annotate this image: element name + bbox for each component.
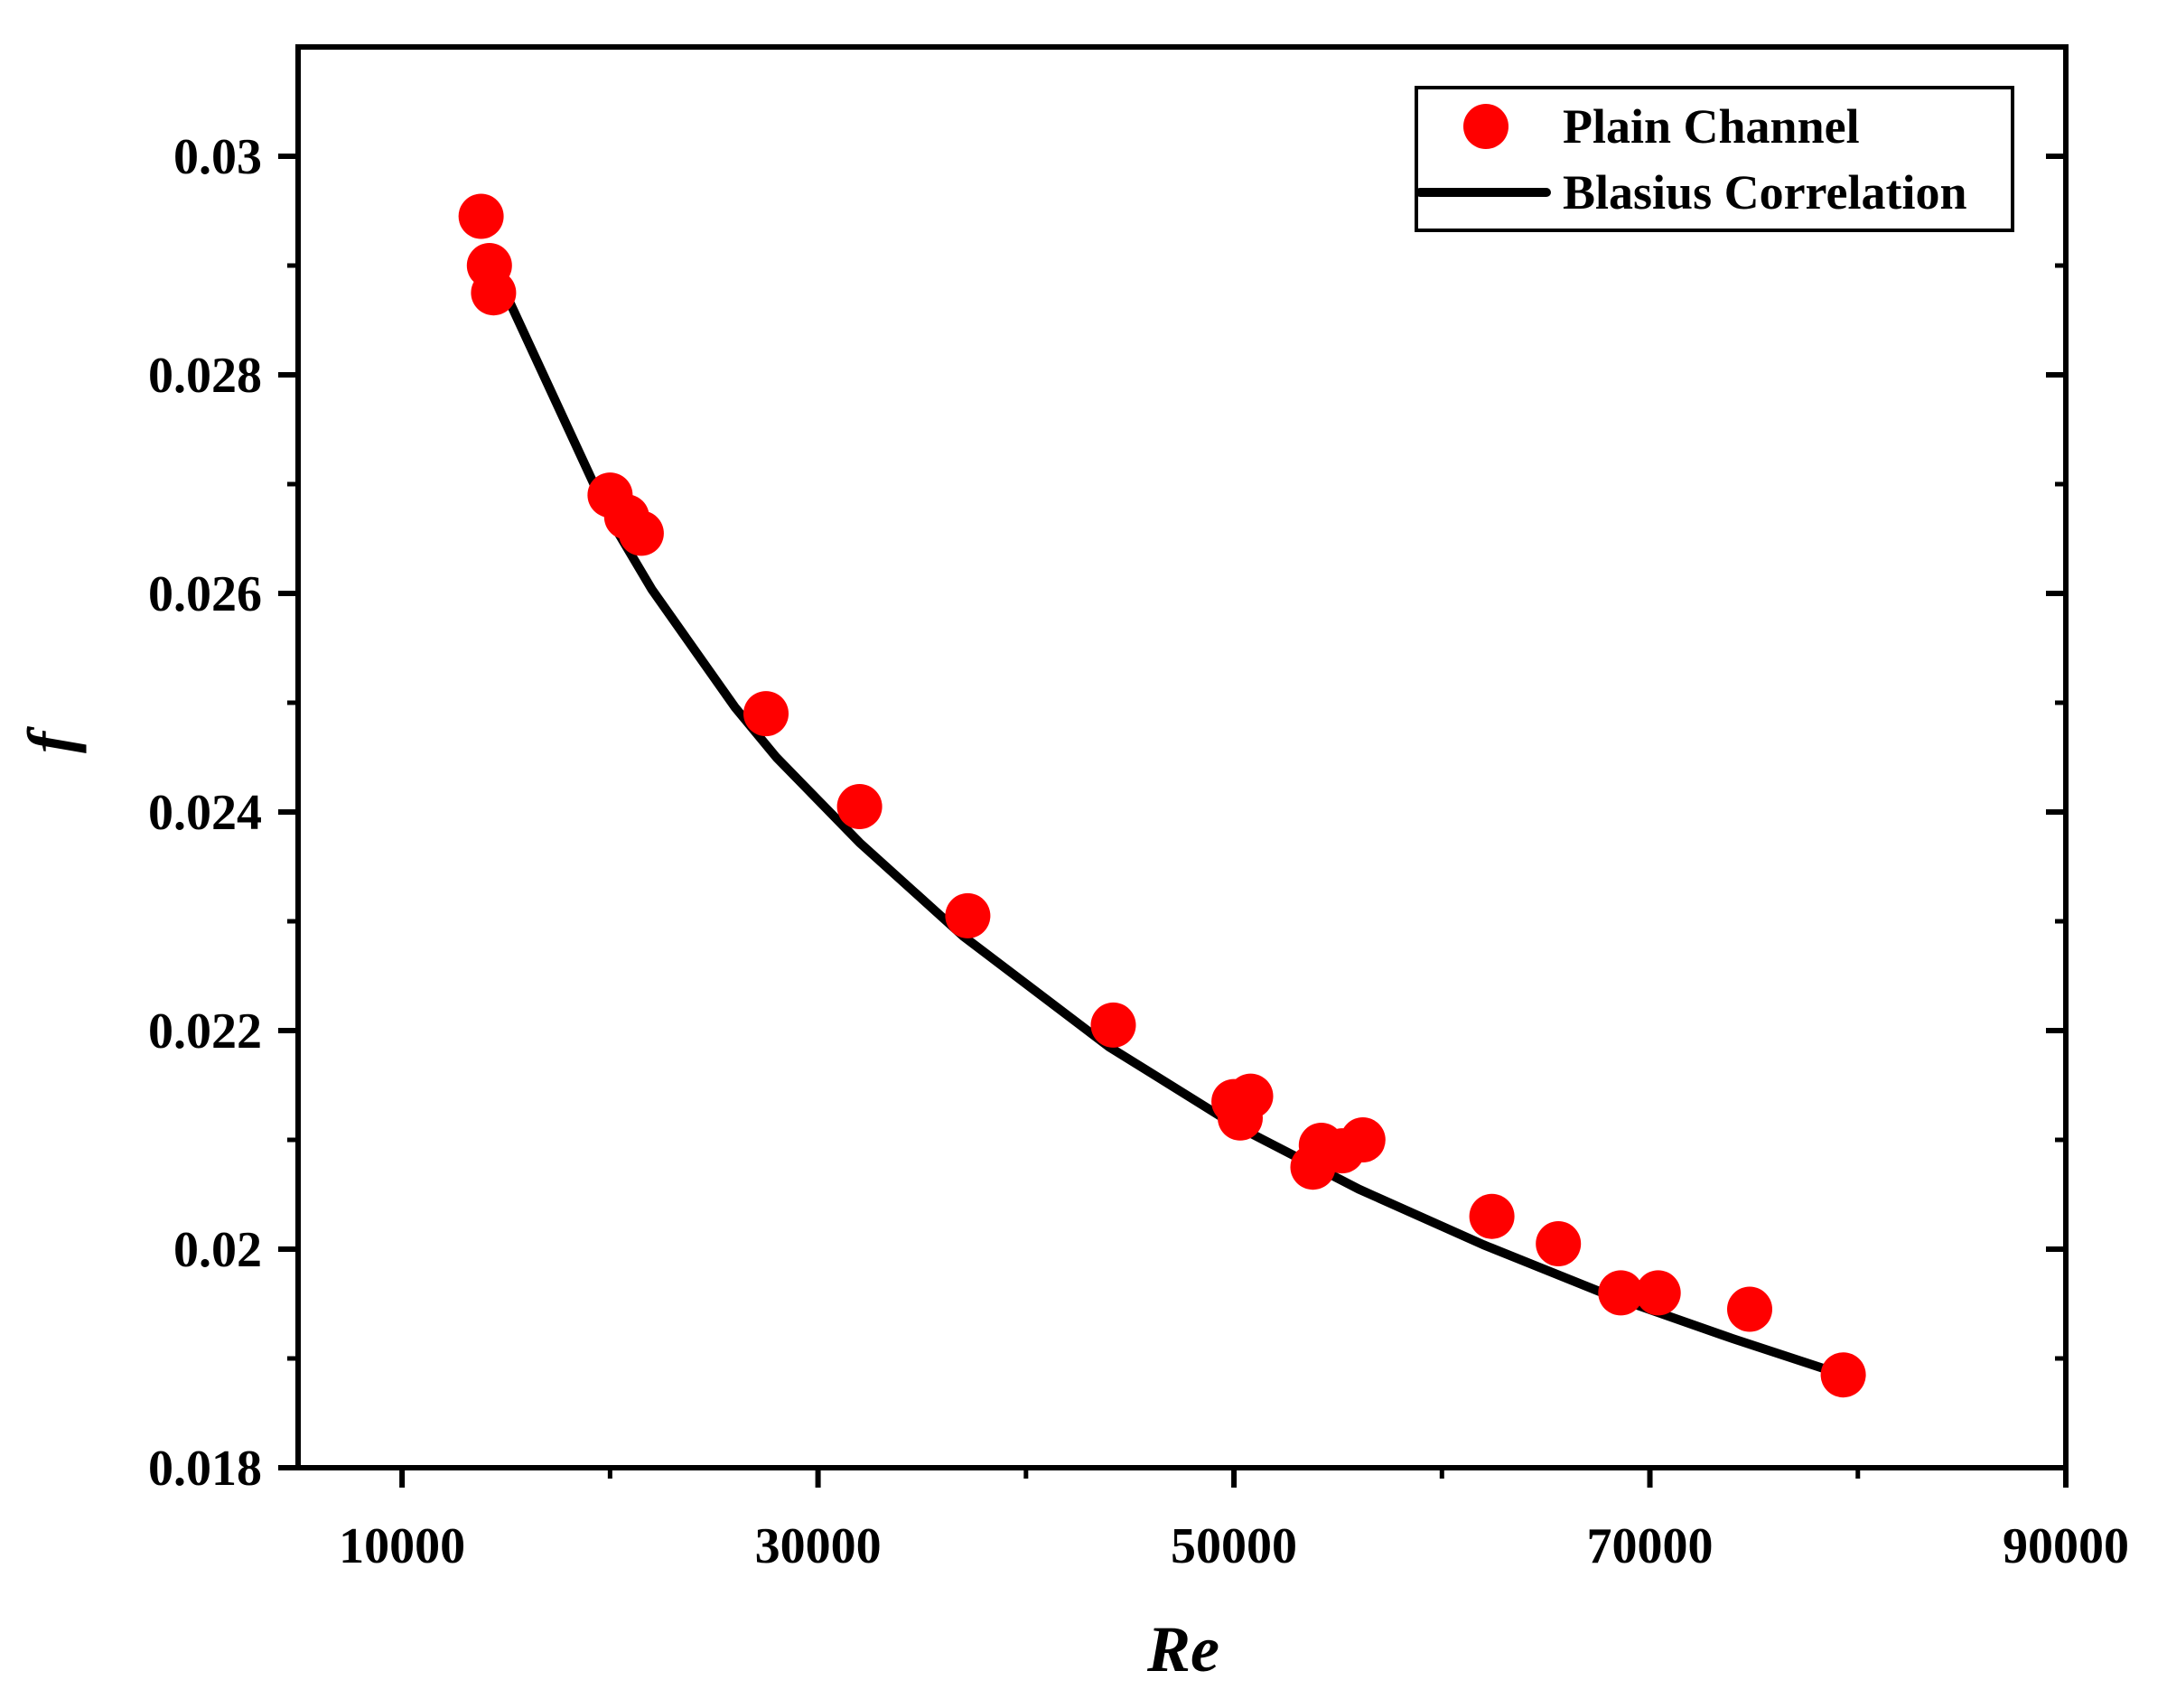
plain-channel-point	[1228, 1073, 1274, 1119]
plain-channel-series	[458, 193, 1866, 1398]
y-tick-label: 0.026	[148, 566, 262, 622]
plain-channel-point	[743, 691, 789, 737]
legend: Plain Channel Blasius Correlation	[1415, 86, 2014, 232]
y-tick-label: 0.022	[148, 1003, 262, 1059]
legend-marker-plain-channel	[1463, 104, 1508, 149]
x-tick-label: 50000	[1171, 1518, 1297, 1574]
x-tick-label: 90000	[2003, 1518, 2129, 1574]
y-tick-label: 0.024	[148, 785, 262, 841]
legend-box	[1415, 86, 2014, 232]
plain-channel-point	[618, 510, 664, 556]
x-tick-label: 30000	[755, 1518, 882, 1574]
x-axis-title: Re	[1146, 1613, 1219, 1685]
y-tick-label: 0.018	[148, 1441, 262, 1497]
y-axis-title: f	[14, 726, 87, 753]
plain-channel-point	[1090, 1002, 1136, 1048]
axis-ticks	[278, 154, 2069, 1488]
plain-channel-point	[1598, 1270, 1644, 1316]
x-tick-label: 10000	[339, 1518, 465, 1574]
plain-channel-point	[1727, 1286, 1772, 1332]
plain-channel-point	[1820, 1352, 1866, 1398]
plain-channel-point	[1340, 1117, 1386, 1162]
plain-channel-point	[836, 784, 883, 829]
blasius-correlation-line	[481, 244, 1848, 1380]
plain-channel-point	[458, 193, 504, 239]
tick-labels: 10000 30000 50000 70000 90000 0.018 0.02 0.022 0…	[148, 129, 2129, 1574]
plain-channel-point	[471, 270, 517, 316]
plain-channel-point	[1536, 1221, 1582, 1266]
legend-label-plain-channel: Plain Channel	[1563, 99, 1860, 154]
legend-label-blasius-correlation: Blasius Correlation	[1563, 165, 1967, 219]
plain-channel-point	[1635, 1270, 1681, 1316]
plain-channel-point	[945, 892, 991, 938]
x-tick-label: 70000	[1587, 1518, 1714, 1574]
y-tick-label: 0.02	[173, 1222, 262, 1278]
plain-channel-point	[1469, 1193, 1515, 1239]
y-tick-label: 0.03	[173, 129, 262, 185]
plot-frame	[295, 44, 2069, 1470]
y-tick-label: 0.028	[148, 348, 262, 404]
blasius-correlation-series	[481, 244, 1848, 1380]
